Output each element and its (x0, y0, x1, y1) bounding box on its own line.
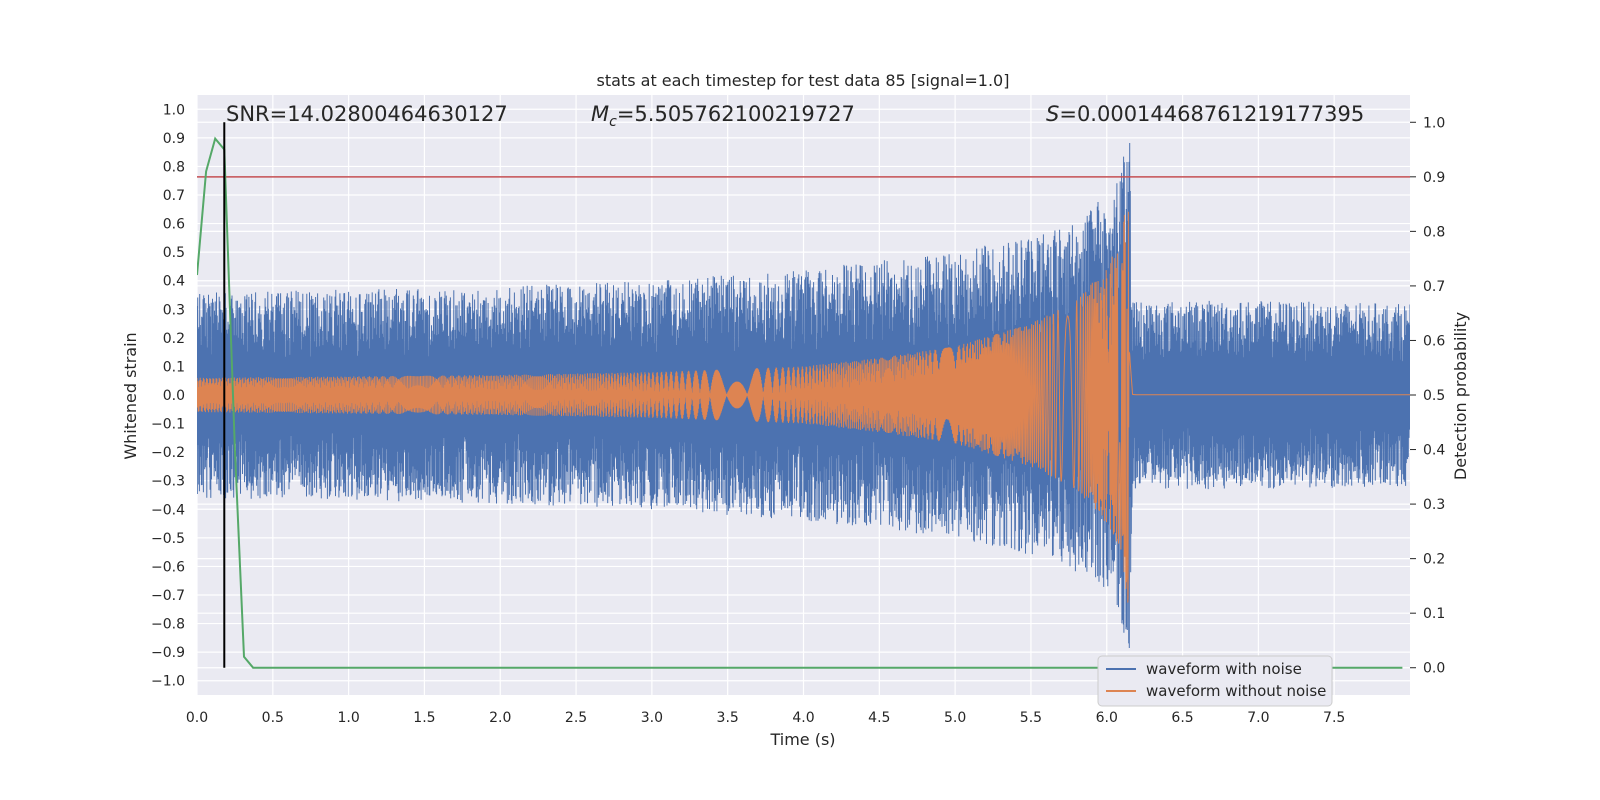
x-tick-label: 6.0 (1096, 710, 1118, 726)
chart-title: stats at each timestep for test data 85 … (597, 71, 1010, 90)
y2-tick-label: 0.3 (1423, 497, 1445, 513)
legend: waveform with noise waveform without noi… (1097, 655, 1333, 707)
x-tick-label: 1.5 (413, 710, 435, 726)
x-tick-label: 7.5 (1323, 710, 1345, 726)
y-tick-label: 0.2 (163, 331, 185, 347)
y2-tick-label: 0.9 (1423, 170, 1445, 186)
y2-tick-label: 0.2 (1423, 552, 1445, 568)
series-detection-probability (197, 136, 1403, 669)
x-tick-label: 0.0 (186, 710, 208, 726)
y-tick-label: 0.4 (163, 274, 185, 290)
y-tick-label: 1.0 (163, 102, 185, 118)
y-tick-label: −0.8 (151, 617, 185, 633)
y-tick-label: 0.8 (163, 159, 185, 175)
x-tick-label: 2.0 (489, 710, 511, 726)
y-tick-label: 0.3 (163, 302, 185, 318)
legend-label-clean: waveform without noise (1146, 682, 1326, 700)
s-value: =0.00014468761219177395 (1059, 102, 1364, 126)
y-tick-label: 0.1 (163, 359, 185, 375)
y-tick-label: −0.5 (151, 531, 185, 547)
y-tick-label: −0.9 (151, 645, 185, 661)
y-tick-label: −0.4 (151, 502, 185, 518)
y2-tick-label: 0.7 (1423, 279, 1445, 295)
x-tick-label: 5.5 (1020, 710, 1042, 726)
x-tick-label: 6.5 (1171, 710, 1193, 726)
chirp-mass-symbol: M (591, 102, 609, 126)
x-tick-label: 2.5 (565, 710, 587, 726)
series-waveform-with-noise (197, 142, 1410, 649)
chirp-mass-value: =5.505762100219727 (617, 102, 855, 126)
series-waveform-without-noise (197, 211, 1410, 603)
y-tick-label: −0.2 (151, 445, 185, 461)
y2-tick-label: 0.0 (1423, 661, 1445, 677)
y-tick-label: −0.1 (151, 417, 185, 433)
x-tick-label: 7.0 (1247, 710, 1269, 726)
legend-box (1097, 655, 1333, 707)
x-tick-label: 4.0 (792, 710, 814, 726)
y2-axis-ticks: 1.0 0.9 0.8 0.7 0.6 0.5 0.4 0.3 0.2 0.1 0.0 (1410, 115, 1445, 677)
x-tick-label: 5.0 (944, 710, 966, 726)
y2-tick-label: 0.6 (1423, 333, 1445, 349)
y-axis-ticks: 1.0 0.9 0.8 0.7 0.6 0.5 0.4 0.3 0.2 0.1 0.0 −0.1 −0.… (151, 102, 185, 689)
y2-tick-label: 0.1 (1423, 606, 1445, 622)
legend-label-noise: waveform with noise (1146, 660, 1302, 678)
y-axis-label: Whitened strain (121, 332, 140, 459)
y2-tick-label: 1.0 (1423, 115, 1445, 131)
y-tick-label: 0.6 (163, 217, 185, 233)
y-tick-label: 0.5 (163, 245, 185, 261)
y-tick-label: 0.9 (163, 131, 185, 147)
chirp-mass-subscript: c (609, 114, 617, 130)
s-symbol: S (1046, 102, 1059, 126)
y-tick-label: −0.3 (151, 474, 185, 490)
y2-axis-label: Detection probability (1451, 312, 1470, 480)
y2-tick-label: 0.5 (1423, 388, 1445, 404)
y-tick-label: 0.7 (163, 188, 185, 204)
y-tick-label: −1.0 (151, 674, 185, 690)
y-tick-label: 0.0 (163, 388, 185, 404)
x-tick-label: 1.0 (337, 710, 359, 726)
x-tick-label: 3.5 (717, 710, 739, 726)
chirp-mass-annotation: Mc=5.505762100219727 (591, 102, 855, 130)
y-tick-label: −0.7 (151, 588, 185, 604)
x-tick-label: 0.5 (262, 710, 284, 726)
s-annotation: S=0.00014468761219177395 (1046, 102, 1364, 126)
x-tick-label: 3.0 (641, 710, 663, 726)
x-tick-label: 4.5 (868, 710, 890, 726)
x-axis-ticks: 0.0 0.5 1.0 1.5 2.0 2.5 3.0 3.5 4.0 4.5 5.0 5.5 6.0 6… (186, 710, 1345, 726)
y-tick-label: −0.6 (151, 559, 185, 575)
y2-tick-label: 0.4 (1423, 443, 1445, 459)
x-axis-label: Time (s) (769, 730, 835, 749)
snr-annotation: SNR=14.02800464630127 (226, 102, 508, 126)
y2-tick-label: 0.8 (1423, 224, 1445, 240)
